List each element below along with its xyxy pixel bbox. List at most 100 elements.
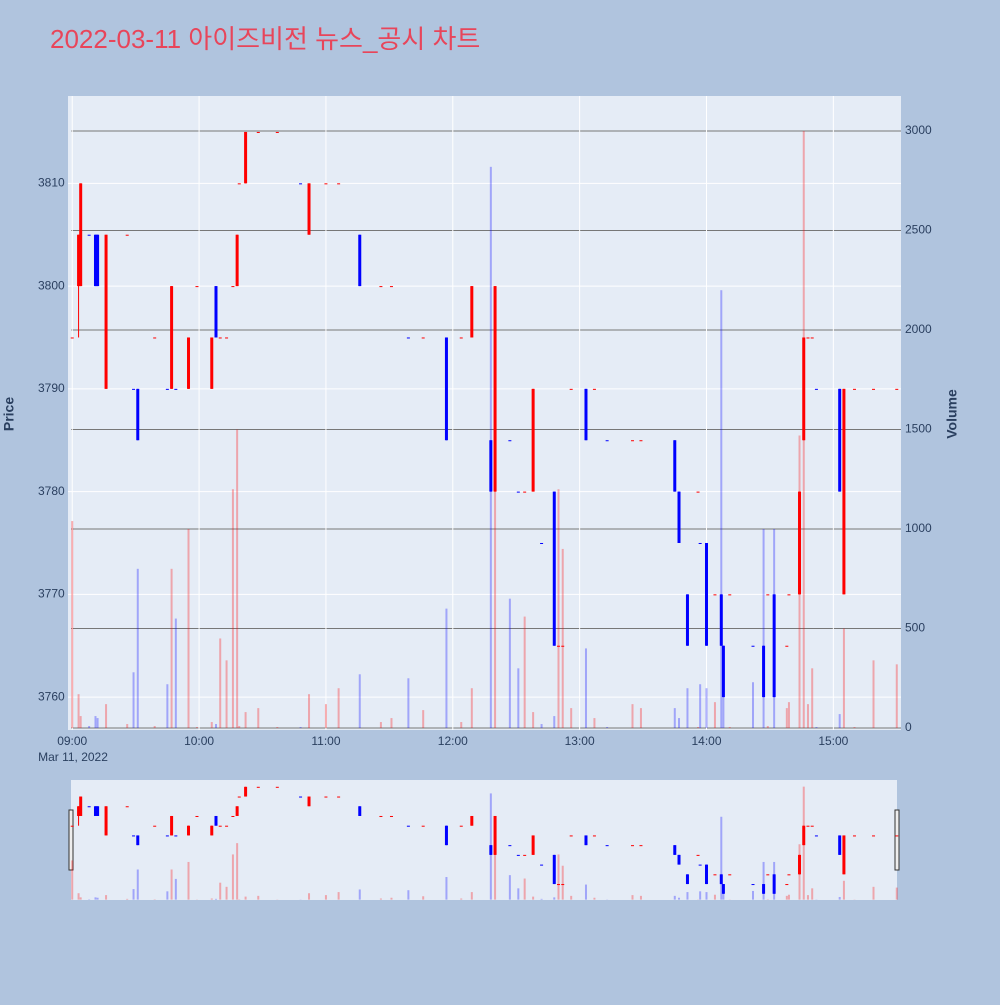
volume-bar — [78, 694, 80, 728]
mini-candle-body — [678, 855, 681, 865]
mini-candle-body — [842, 835, 845, 874]
volume-bar — [232, 489, 234, 728]
y2-tick-label: 1000 — [905, 521, 932, 535]
volume-bar — [226, 660, 228, 728]
mini-candle-body — [798, 855, 801, 874]
volume-bar — [137, 569, 139, 728]
mini-candle-body — [697, 855, 700, 856]
candle-body — [787, 594, 790, 595]
mini-candle-body — [422, 826, 425, 827]
candle-body — [324, 183, 327, 184]
candle-body — [187, 337, 190, 388]
volume-bar — [325, 704, 327, 728]
candle-body — [358, 235, 361, 286]
mini-volume-bar — [133, 889, 135, 900]
mini-candle-body — [523, 855, 526, 856]
volume-bar — [276, 727, 278, 728]
mini-volume-bar — [471, 892, 473, 900]
mini-candle-body — [802, 826, 805, 845]
mini-candle-body — [308, 797, 311, 807]
mini-volume-bar — [71, 860, 73, 899]
mini-candle-body — [195, 816, 198, 817]
mini-volume-bar — [97, 898, 99, 900]
mini-volume-bar — [211, 898, 213, 899]
mini-candle-body — [699, 865, 702, 866]
mini-candle-body — [815, 835, 818, 836]
volume-bar — [338, 688, 340, 728]
volume-bar — [786, 708, 788, 728]
mini-candle-body — [238, 797, 241, 798]
mini-volume-bar — [763, 862, 765, 900]
candle-body — [407, 337, 410, 338]
mini-candle-body — [766, 874, 769, 875]
candle-body — [842, 389, 845, 595]
mini-candle-body — [244, 787, 247, 797]
candle-body — [722, 646, 725, 697]
volume-bar — [557, 489, 559, 728]
candle-body — [557, 646, 560, 647]
volume-bar — [678, 718, 680, 728]
volume-bar — [562, 549, 564, 728]
mini-candle-body — [705, 865, 708, 884]
candle-body — [752, 646, 755, 647]
candle-body — [299, 183, 302, 184]
mini-candle-body — [532, 835, 535, 854]
volume-bar — [188, 529, 190, 728]
candle-body — [257, 132, 260, 133]
slider-handle[interactable] — [895, 810, 899, 870]
volume-bar — [166, 684, 168, 728]
mini-volume-bar — [137, 869, 139, 899]
candle-body — [170, 286, 173, 389]
mini-candle-body — [153, 826, 156, 827]
volume-bar — [674, 708, 676, 728]
volume-bar — [517, 668, 519, 728]
chart-title: 2022-03-11 아이즈비전 뉴스_공시 차트 — [50, 24, 480, 54]
mini-volume-bar — [126, 899, 128, 900]
mini-volume-bar — [166, 891, 168, 899]
y-tick-label: 3810 — [38, 176, 65, 190]
mini-candle-body — [257, 787, 260, 788]
mini-candle-body — [358, 806, 361, 816]
candle-body — [79, 183, 82, 286]
mini-volume-bar — [807, 895, 809, 900]
mini-volume-bar — [226, 887, 228, 900]
mini-volume-bar — [422, 896, 424, 899]
mini-candle-body — [838, 835, 841, 854]
mini-candle-body — [470, 816, 473, 826]
volume-bar — [839, 714, 841, 728]
candle-body — [126, 235, 129, 236]
candle-body — [88, 235, 91, 236]
volume-bar — [445, 609, 447, 728]
volume-bar — [219, 638, 221, 728]
mini-volume-bar — [175, 879, 177, 900]
mini-volume-bar — [585, 885, 587, 900]
volume-bar — [570, 708, 572, 728]
mini-candle-body — [170, 816, 173, 835]
mini-volume-bar — [553, 897, 555, 899]
mini-candle-body — [811, 826, 814, 827]
candle-body — [470, 286, 473, 337]
mini-candle-body — [136, 835, 139, 845]
y2-tick-label: 1500 — [905, 422, 932, 436]
volume-bar — [532, 712, 534, 728]
mini-volume-bar — [308, 893, 310, 899]
mini-candle-body — [407, 826, 410, 827]
volume-bar — [763, 529, 765, 728]
volume-bar — [407, 678, 409, 728]
volume-bar — [460, 722, 462, 728]
mini-volume-bar — [714, 895, 716, 900]
mini-candle-body — [553, 855, 556, 884]
mini-volume-bar — [325, 895, 327, 900]
volume-bar — [245, 712, 247, 728]
mini-candle-body — [728, 874, 731, 875]
candle-body — [71, 337, 74, 338]
candle-body — [508, 440, 511, 441]
volume-bar — [126, 724, 128, 728]
volume-bar — [494, 489, 496, 728]
mini-candle-body — [722, 884, 725, 894]
volume-bar — [196, 727, 198, 728]
candle-body — [678, 492, 681, 543]
candle-body — [523, 492, 526, 493]
volume-bar — [171, 569, 173, 728]
mini-candle-body — [276, 787, 279, 788]
